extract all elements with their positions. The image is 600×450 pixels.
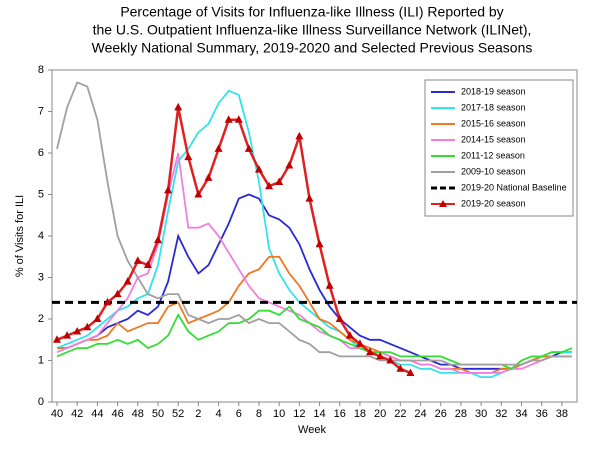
- y-tick-label: 0: [38, 396, 44, 408]
- marker: [234, 115, 243, 123]
- x-tick-label: 8: [256, 408, 262, 420]
- legend-label: 2018-19 season: [461, 86, 526, 96]
- x-tick-label: 34: [515, 408, 527, 420]
- marker: [194, 190, 203, 198]
- marker: [396, 364, 405, 372]
- marker: [285, 160, 294, 169]
- x-tick-label: 44: [91, 408, 103, 420]
- marker: [133, 256, 142, 264]
- x-tick-label: 50: [152, 408, 164, 420]
- legend-box: [424, 79, 574, 217]
- x-tick-label: 30: [475, 408, 487, 420]
- y-tick-label: 3: [38, 271, 44, 283]
- legend-label: 2014-15 season: [461, 134, 526, 144]
- x-tick-label: 42: [71, 408, 83, 420]
- x-tick-label: 12: [293, 408, 305, 420]
- marker: [123, 277, 132, 285]
- series-line: [56, 152, 572, 374]
- marker: [63, 331, 72, 339]
- marker: [315, 239, 324, 248]
- marker: [345, 331, 354, 339]
- legend-label: 2015-16 season: [461, 118, 526, 128]
- marker: [275, 177, 284, 186]
- x-tick-label: 40: [51, 408, 63, 420]
- chart-title: Weekly National Summary, 2019-2020 and S…: [92, 40, 533, 56]
- series-line: [57, 193, 572, 370]
- marker: [53, 335, 61, 343]
- x-tick-label: 4: [216, 408, 222, 420]
- x-tick-label: 38: [556, 408, 568, 420]
- marker: [305, 194, 314, 202]
- y-tick-label: 6: [38, 147, 44, 159]
- y-tick-label: 8: [38, 64, 44, 76]
- marker: [376, 351, 385, 360]
- marker: [83, 322, 92, 331]
- marker: [113, 289, 122, 298]
- x-tick-label: 16: [334, 408, 346, 420]
- marker: [224, 115, 233, 123]
- legend-label: 2011-12 season: [461, 150, 525, 160]
- marker: [143, 260, 152, 269]
- x-tick-label: 20: [374, 408, 386, 420]
- y-tick-label: 2: [38, 313, 44, 325]
- chart-title: the U.S. Outpatient Influenza-like Illne…: [93, 22, 532, 38]
- marker: [93, 314, 102, 322]
- y-tick-label: 7: [38, 105, 44, 117]
- x-tick-label: 32: [495, 408, 507, 420]
- marker: [406, 368, 415, 376]
- x-tick-label: 36: [536, 408, 548, 420]
- x-axis-label: Week: [298, 424, 326, 436]
- marker: [325, 281, 334, 289]
- y-tick-label: 1: [38, 354, 44, 366]
- x-tick-label: 22: [394, 408, 406, 420]
- marker: [355, 339, 364, 347]
- legend-label: 2017-18 season: [461, 102, 526, 112]
- legend-marker: [439, 200, 447, 207]
- x-tick-label: 6: [236, 408, 242, 420]
- marker: [335, 314, 344, 322]
- marker: [254, 165, 263, 173]
- series-line: [56, 81, 572, 366]
- y-tick-label: 4: [38, 230, 44, 242]
- marker: [153, 235, 162, 244]
- x-tick-label: 10: [273, 408, 285, 420]
- marker: [164, 185, 173, 194]
- marker: [265, 181, 274, 190]
- marker: [214, 144, 223, 152]
- x-tick-label: 18: [354, 408, 366, 420]
- x-tick-label: 48: [132, 408, 144, 420]
- y-axis-label: % of Visits for ILI: [14, 195, 26, 277]
- legend-label: 2019-20 National Baseline: [461, 182, 567, 192]
- marker: [103, 297, 112, 306]
- marker: [73, 326, 82, 335]
- x-tick-label: 24: [414, 408, 426, 420]
- legend-label: 2009-10 season: [461, 166, 526, 176]
- marker: [204, 173, 213, 181]
- x-tick-label: 2: [195, 408, 201, 420]
- marker: [366, 347, 375, 356]
- marker: [295, 131, 304, 140]
- legend-label: 2019-20 season: [461, 198, 526, 208]
- marker: [244, 144, 253, 152]
- x-tick-label: 52: [172, 408, 184, 420]
- marker: [174, 102, 183, 111]
- marker: [386, 356, 395, 364]
- x-tick-label: 28: [455, 408, 467, 420]
- series-line: [56, 89, 572, 378]
- chart-title: Percentage of Visits for Influenza-like …: [120, 4, 503, 20]
- y-tick-label: 5: [38, 188, 44, 200]
- x-tick-label: 26: [435, 408, 447, 420]
- marker: [184, 152, 193, 161]
- x-tick-label: 14: [313, 408, 325, 420]
- x-tick-label: 46: [111, 408, 123, 420]
